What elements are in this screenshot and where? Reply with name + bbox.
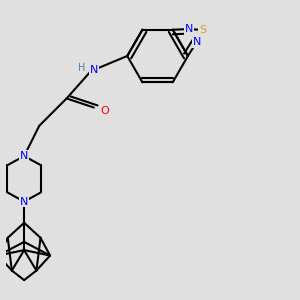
- Text: N: N: [90, 64, 98, 75]
- Text: S: S: [199, 25, 206, 35]
- Text: N: N: [192, 37, 201, 47]
- Text: O: O: [100, 106, 109, 116]
- Text: N: N: [185, 24, 193, 34]
- Text: N: N: [20, 196, 28, 207]
- Text: N: N: [20, 151, 28, 161]
- Text: H: H: [78, 63, 85, 73]
